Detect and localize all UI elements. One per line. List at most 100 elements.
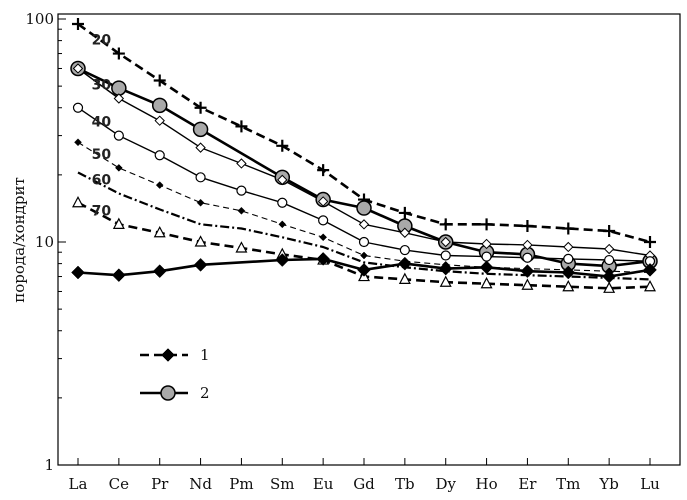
data-point [360,251,368,260]
x-tick-label: Tm [556,475,580,493]
data-point [603,243,615,255]
data-point [358,236,370,248]
x-tick-label: Pr [151,475,169,493]
series-label: 60 [92,173,112,189]
data-point [398,272,411,284]
data-point [603,281,616,293]
data-point [399,244,410,256]
data-point [398,256,412,271]
x-tick-label: Ce [109,475,129,493]
data-point [480,218,493,231]
x-tick-label: Sm [270,475,295,493]
data-point [236,158,247,169]
legend-label: 1 [200,346,210,364]
data-point [151,97,168,114]
series-label: 40 [92,115,112,131]
y-axis-ticks: 1 10 100 [25,10,66,474]
data-point [440,236,451,248]
series-labels: 20 30 40 50 60 70 [92,33,112,220]
data-point [275,253,290,267]
series-label: 30 [92,78,112,94]
data-point [115,164,123,172]
y-tick-label: 1 [44,456,54,474]
series-line [77,141,651,274]
data-point [154,115,165,126]
data-point [235,241,248,253]
data-point [236,185,247,196]
x-tick-label: Nd [189,475,212,493]
data-point [562,279,575,292]
data-point [112,217,125,229]
data-point [112,47,125,60]
data-point [277,174,288,186]
data-point [439,218,452,231]
data-point [111,80,127,96]
series-label: 50 [92,147,112,163]
data-point [522,239,533,251]
data-point [72,63,84,74]
x-tick-label: Er [518,475,537,493]
data-point [481,238,492,250]
x-tick-label: Yb [598,475,619,493]
series-line [77,257,651,278]
data-point [439,275,452,287]
x-tick-label: Dy [435,475,456,493]
legend-marker [160,385,176,401]
data-point [521,219,534,232]
data-point [155,181,164,189]
data-point [277,197,288,208]
data-point [193,257,208,272]
data-point [563,253,574,264]
data-point [194,101,207,114]
data-point [195,142,206,153]
data-point [357,263,371,277]
data-point [74,138,82,147]
data-point [192,121,209,138]
series-line [77,171,651,281]
legend-marker [161,348,175,362]
data-point [643,263,657,277]
series-markers [70,17,658,293]
legend-label: 2 [200,384,210,402]
data-point [196,198,205,207]
x-tick-label: Pm [229,475,253,493]
y-axis-title: порода/хондрит [10,177,28,303]
data-point [438,261,453,276]
data-point [154,150,165,161]
data-point [561,265,576,280]
data-point [276,139,289,152]
data-point [71,265,85,280]
x-tick-label: Gd [353,475,375,493]
data-point [153,74,166,87]
data-point [644,236,656,248]
data-point [398,206,411,219]
data-point [195,172,206,183]
y-tick-label: 100 [25,10,54,28]
data-point [603,225,616,238]
data-point [481,251,492,262]
data-point [440,250,451,261]
x-tick-label: Lu [640,475,660,493]
data-point [317,196,329,207]
y-tick-label: 10 [35,233,54,251]
data-point [399,227,411,238]
data-point [522,252,533,263]
data-point [72,17,84,30]
data-point [356,200,372,216]
data-point [72,195,84,208]
data-point [112,268,126,283]
series-label: 70 [92,203,112,219]
data-point [479,260,494,275]
data-point [194,235,207,247]
data-point [278,220,287,229]
data-point [521,278,534,290]
data-point [152,264,167,279]
x-tick-label: Eu [313,475,334,493]
data-point [562,222,575,235]
data-point [520,264,535,279]
series-label: 20 [92,33,112,49]
data-point [235,120,248,133]
legend: 12 [140,346,210,402]
x-tick-label: La [69,475,88,493]
